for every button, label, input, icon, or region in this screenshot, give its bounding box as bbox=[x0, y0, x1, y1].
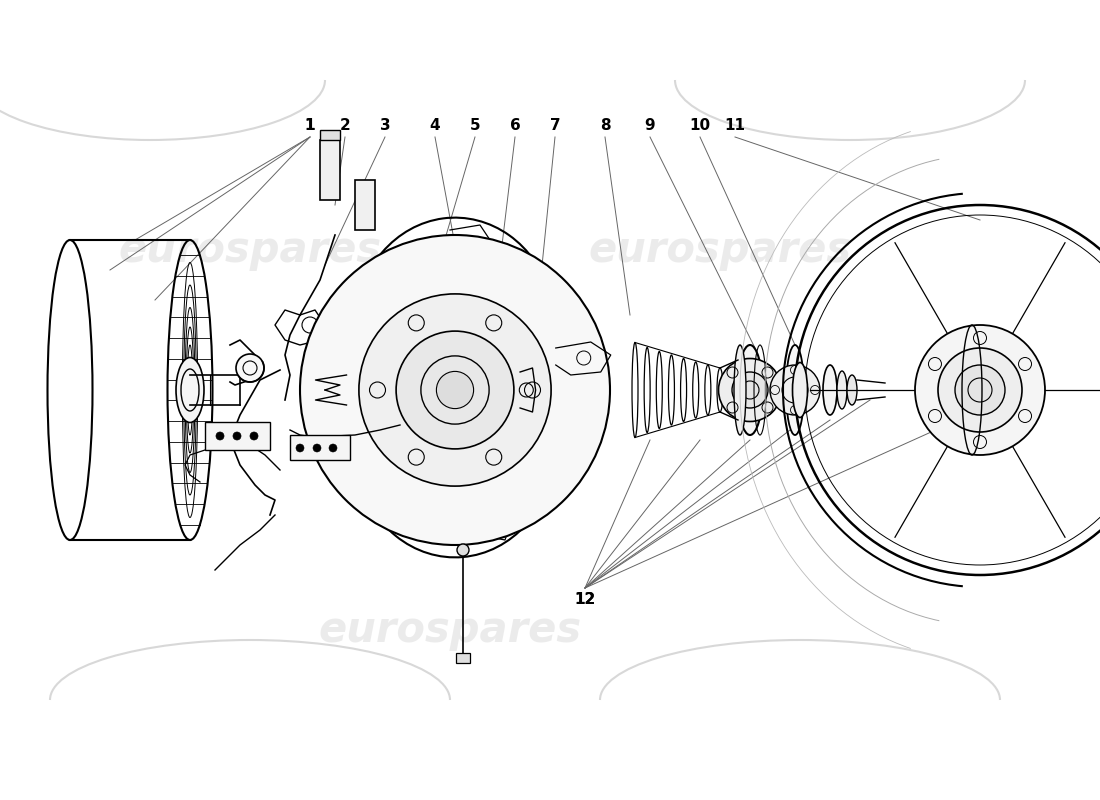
Text: 8: 8 bbox=[600, 118, 610, 133]
Text: eurospares: eurospares bbox=[588, 229, 851, 271]
Text: 3: 3 bbox=[379, 118, 390, 133]
Ellipse shape bbox=[823, 365, 837, 415]
Text: 4: 4 bbox=[430, 118, 440, 133]
Circle shape bbox=[437, 371, 474, 409]
Circle shape bbox=[915, 325, 1045, 455]
Text: 7: 7 bbox=[550, 118, 560, 133]
Circle shape bbox=[314, 444, 321, 452]
Circle shape bbox=[300, 235, 610, 545]
Circle shape bbox=[718, 358, 781, 422]
Circle shape bbox=[770, 365, 820, 415]
Bar bbox=[205, 422, 270, 450]
Circle shape bbox=[296, 444, 304, 452]
Ellipse shape bbox=[176, 358, 204, 422]
Text: 11: 11 bbox=[725, 118, 746, 133]
Circle shape bbox=[329, 444, 337, 452]
Text: 6: 6 bbox=[509, 118, 520, 133]
Ellipse shape bbox=[792, 362, 807, 418]
Text: 2: 2 bbox=[340, 118, 351, 133]
Text: 12: 12 bbox=[574, 593, 595, 607]
Bar bbox=[320, 140, 340, 200]
Circle shape bbox=[396, 331, 514, 449]
Circle shape bbox=[250, 432, 258, 440]
Bar bbox=[320, 130, 340, 140]
Text: 1: 1 bbox=[305, 118, 316, 133]
Text: 10: 10 bbox=[690, 118, 711, 133]
Ellipse shape bbox=[737, 345, 762, 435]
Circle shape bbox=[955, 365, 1005, 415]
Bar bbox=[355, 180, 375, 230]
Text: eurospares: eurospares bbox=[318, 609, 582, 651]
Text: 5: 5 bbox=[470, 118, 481, 133]
Ellipse shape bbox=[734, 345, 746, 435]
Ellipse shape bbox=[786, 345, 804, 435]
Circle shape bbox=[233, 432, 241, 440]
Circle shape bbox=[456, 544, 469, 556]
Circle shape bbox=[359, 294, 551, 486]
Bar bbox=[290, 435, 350, 460]
Text: 12: 12 bbox=[574, 593, 595, 607]
Ellipse shape bbox=[837, 371, 847, 409]
Circle shape bbox=[732, 372, 768, 408]
Circle shape bbox=[216, 432, 224, 440]
Text: eurospares: eurospares bbox=[119, 229, 382, 271]
Ellipse shape bbox=[847, 375, 857, 405]
Circle shape bbox=[236, 354, 264, 382]
Bar bbox=[456, 653, 470, 663]
Text: 1: 1 bbox=[305, 118, 316, 133]
Circle shape bbox=[938, 348, 1022, 432]
Text: 9: 9 bbox=[645, 118, 656, 133]
